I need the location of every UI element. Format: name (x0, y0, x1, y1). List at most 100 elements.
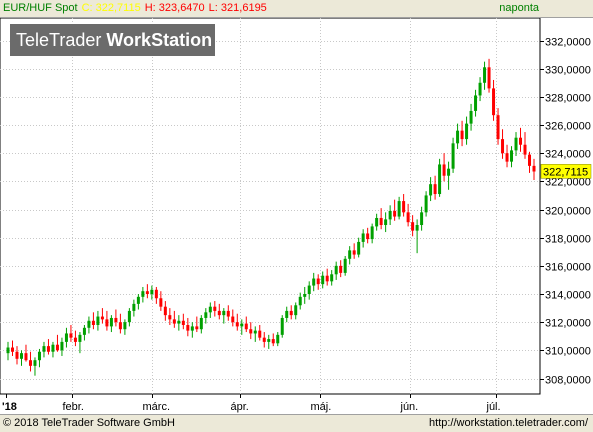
period-label[interactable]: naponta (499, 2, 539, 14)
candle-body (424, 195, 428, 213)
candle-body (294, 305, 298, 316)
candle-body (141, 291, 145, 297)
candle (10, 340, 14, 356)
x-axis: '18 febr. márc. ápr. máj. jún. júl. (2, 394, 501, 413)
candle (379, 208, 383, 230)
candle-body (519, 137, 523, 145)
candle-body (186, 324, 190, 331)
candle-body (10, 347, 14, 352)
close-label: C: (81, 2, 93, 14)
candle (132, 299, 136, 317)
candle (442, 153, 446, 182)
candle (411, 215, 415, 237)
candle (528, 151, 532, 173)
candle (312, 272, 316, 292)
candle-body (510, 150, 514, 162)
candle-body (343, 258, 347, 273)
candle-body (523, 144, 527, 155)
candle-body (159, 298, 163, 307)
candle-body (46, 346, 50, 352)
candle (474, 89, 478, 117)
candle (213, 301, 217, 317)
candle (348, 246, 352, 265)
candle (469, 103, 473, 131)
candle (424, 191, 428, 217)
candle-body (60, 341, 64, 351)
candle-body (429, 184, 433, 196)
candle-body (222, 310, 226, 316)
candle (87, 316, 91, 334)
candle (397, 196, 401, 220)
candle (208, 302, 212, 318)
y-tick-label: 310,0000 (545, 346, 591, 358)
candle-body (132, 303, 136, 311)
website-link[interactable]: http://workstation.teletrader.com/ (429, 417, 588, 429)
candle-body (411, 222, 415, 231)
candle (501, 129, 505, 159)
candle (460, 120, 464, 147)
candle-body (483, 67, 487, 83)
candle (375, 213, 379, 231)
candle (168, 308, 172, 325)
candle-body (37, 351, 41, 361)
candle-body (244, 323, 248, 330)
candle (60, 337, 64, 356)
candle (352, 243, 356, 259)
candle-body (136, 296, 140, 304)
candle (159, 291, 163, 311)
candle-body (15, 351, 19, 359)
candle-body (91, 320, 95, 325)
x-tick-label: febr. (63, 401, 84, 413)
candle-body (330, 274, 334, 282)
candle-body (397, 201, 401, 217)
candle-body (334, 265, 338, 275)
candle-body (204, 312, 208, 318)
candle (105, 310, 109, 331)
chart-grid (0, 17, 541, 395)
candle (118, 313, 122, 334)
candle-body (231, 316, 235, 323)
close-value: 322,7115 (95, 2, 141, 14)
candle (64, 327, 68, 348)
candle (78, 332, 82, 354)
candle-body (78, 334, 82, 342)
candle-body (150, 289, 154, 295)
candle (46, 339, 50, 355)
candle (163, 301, 167, 321)
candle (150, 285, 154, 300)
logo-brand: TeleTrader (16, 30, 102, 50)
x-tick-label: márc. (143, 401, 171, 413)
candle-body (127, 310, 131, 323)
candle-body (105, 319, 109, 327)
candle-body (145, 291, 149, 295)
candle (28, 351, 32, 372)
teletrader-logo: TeleTrader WorkStation (10, 24, 215, 56)
candle (123, 319, 127, 335)
candle-body (240, 323, 244, 327)
x-tick-label: jún. (400, 401, 419, 413)
candle (361, 229, 365, 248)
candle (231, 309, 235, 327)
candle (451, 137, 455, 173)
candle-body (28, 360, 32, 366)
candle-body (217, 310, 221, 316)
candle (204, 308, 208, 324)
candle (357, 237, 361, 258)
candle-body (258, 330, 262, 338)
candle (177, 315, 181, 331)
candle (532, 158, 536, 180)
candle-body (276, 334, 280, 344)
candle (55, 334, 59, 352)
y-tick-label: 308,0000 (545, 375, 591, 387)
candle-body (69, 333, 73, 338)
candle-body (496, 115, 500, 140)
y-tick-label: 320,0000 (545, 206, 591, 218)
candle (514, 132, 518, 157)
candle-body (262, 337, 266, 342)
candle-body (348, 250, 352, 259)
y-axis: 308,0000 310,0000 312,0000 314,0000 316,0000… (540, 37, 592, 387)
candle-body (195, 326, 199, 330)
x-tick-label: júl. (486, 401, 501, 413)
candle (262, 332, 266, 348)
candle (280, 315, 284, 338)
